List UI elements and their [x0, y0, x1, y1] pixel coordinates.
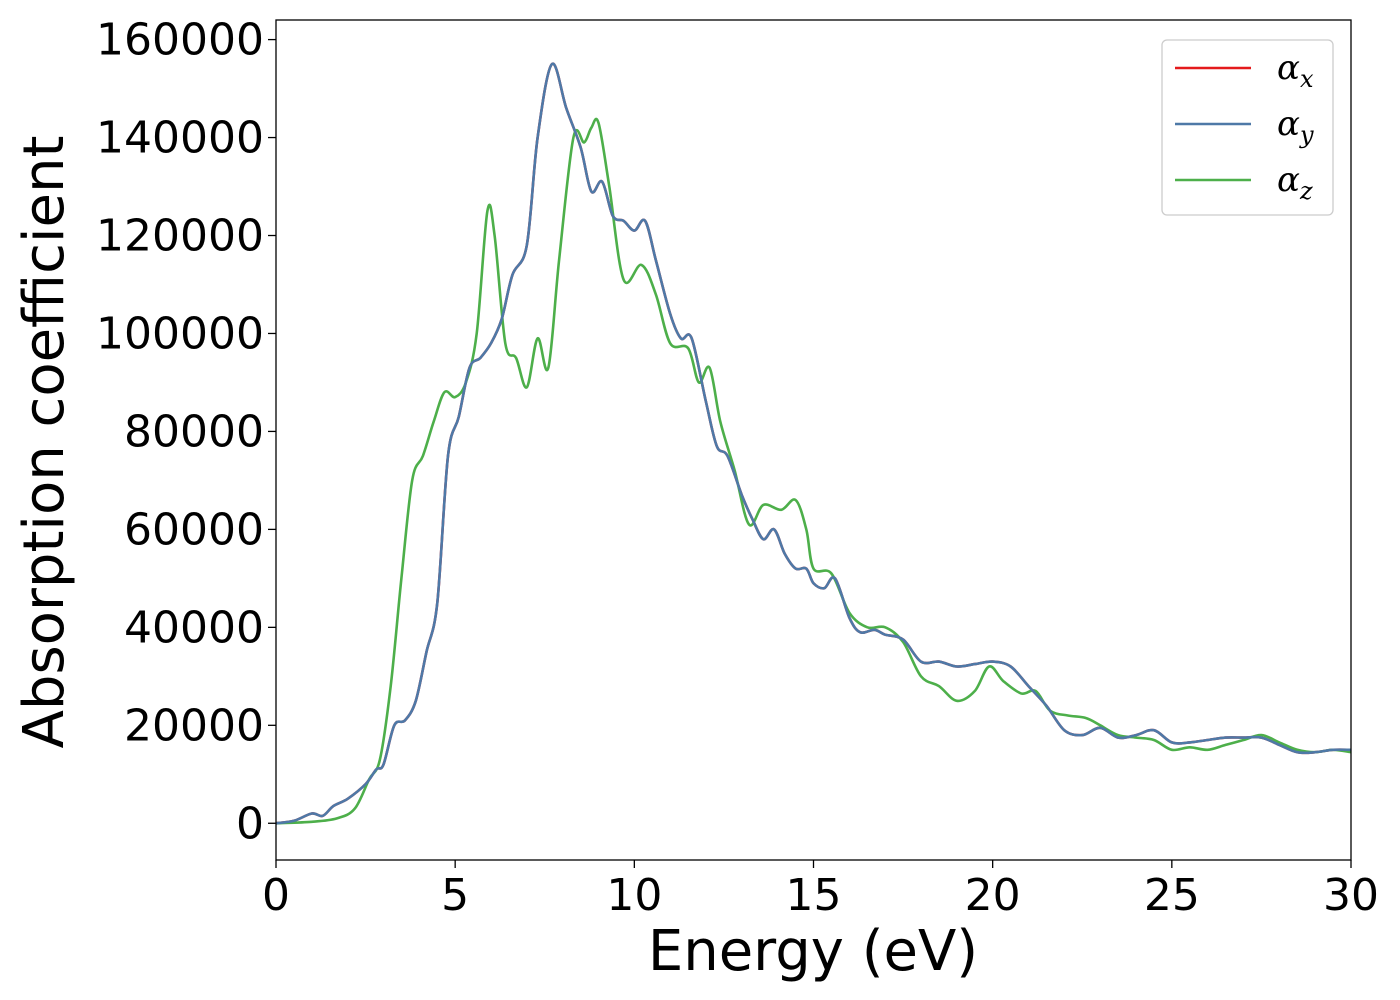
y-tick-label: 120000 — [96, 211, 264, 262]
legend-label-x: αx — [1277, 48, 1314, 93]
x-tick-label: 25 — [1144, 870, 1200, 921]
x-tick-label: 20 — [965, 870, 1021, 921]
y-tick-label: 60000 — [124, 504, 264, 555]
x-tick-label: 30 — [1323, 870, 1379, 921]
legend-box — [1161, 39, 1334, 216]
y-tick-label: 100000 — [96, 308, 264, 359]
legend: αx αy αz — [1161, 39, 1334, 216]
series-line-y — [276, 62, 1351, 825]
legend-label-y: αy — [1277, 104, 1314, 149]
x-tick-label: 10 — [606, 870, 662, 921]
x-tick-label: 0 — [262, 870, 290, 921]
y-axis-title: Absorption coefficient — [12, 136, 77, 749]
y-tick-label: 20000 — [124, 700, 264, 751]
x-tick-label: 15 — [786, 870, 842, 921]
y-tick-label: 140000 — [96, 113, 264, 164]
series-line-z — [276, 117, 1351, 825]
x-axis-title: Energy (eV) — [648, 919, 978, 984]
y-tick-label: 0 — [236, 798, 264, 849]
legend-label-z: αz — [1277, 160, 1313, 205]
y-axis-ticks: 0 20000 40000 60000 80000 100000 120000 140000 1… — [96, 15, 276, 849]
y-tick-label: 80000 — [124, 406, 264, 457]
x-axis-ticks: 0 5 10 15 20 25 30 — [262, 860, 1379, 921]
x-tick-label: 5 — [441, 870, 469, 921]
y-tick-label: 160000 — [96, 15, 264, 66]
plot-lines — [276, 62, 1351, 825]
y-tick-label: 40000 — [124, 602, 264, 653]
